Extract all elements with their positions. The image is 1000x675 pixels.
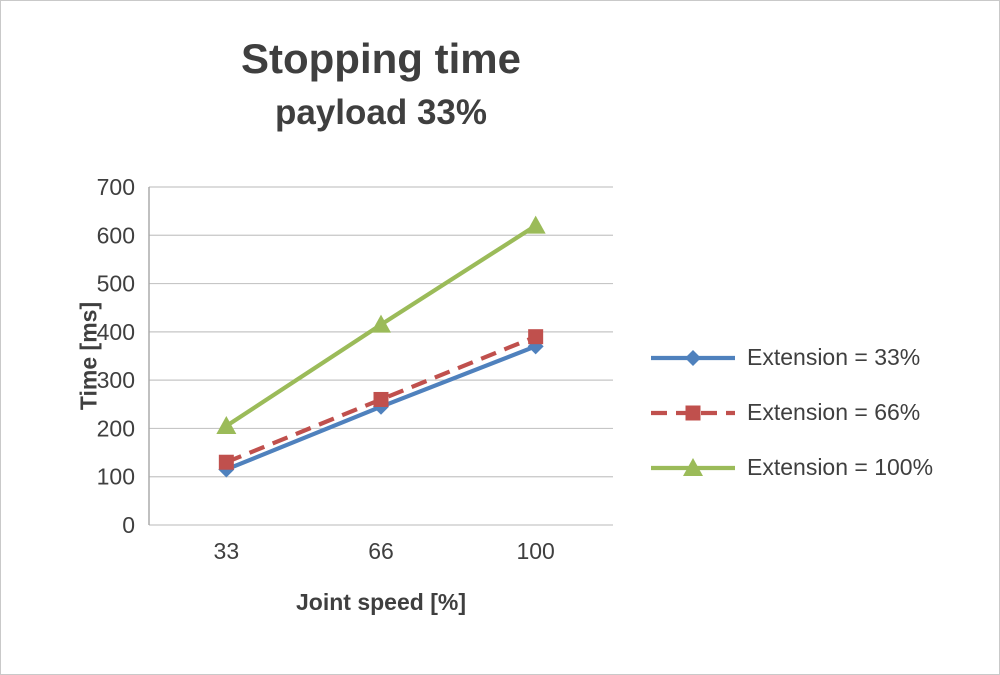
chart-subtitle: payload 33% [274, 93, 488, 132]
legend-item-2: Extension = 100% [649, 440, 933, 495]
square-marker [373, 391, 389, 407]
legend-item-0: Extension = 33% [649, 330, 933, 385]
legend-label: Extension = 66% [747, 399, 921, 425]
chart-title: Stopping time [241, 35, 521, 82]
square-marker [685, 405, 701, 420]
x-axis-title: Joint speed [%] [296, 589, 466, 615]
triangle-marker [371, 314, 391, 333]
y-tick-label: 600 [97, 222, 135, 248]
series-line-1 [225, 334, 537, 465]
y-tick-label: 0 [122, 512, 135, 538]
triangle-marker [525, 215, 546, 234]
legend-label: Extension = 33% [747, 344, 921, 370]
x-tick-label: 100 [516, 538, 554, 564]
x-tick-label: 66 [368, 538, 394, 564]
y-axis-title: Time [ms] [75, 301, 102, 411]
diamond-marker [685, 349, 701, 366]
y-tick-label: 200 [97, 415, 135, 441]
legend: Extension = 33% Extension = 66% Extension … [649, 330, 933, 495]
y-tick-label: 100 [97, 464, 135, 490]
x-tick-label: 33 [214, 538, 240, 564]
legend-item-1: Extension = 66% [649, 385, 933, 440]
y-tick-label: 700 [97, 174, 135, 200]
legend-label: Extension = 100% [747, 454, 934, 480]
legend-sample-diamond [651, 349, 735, 366]
y-tick-label: 500 [97, 271, 135, 297]
square-marker [218, 454, 234, 470]
square-marker [528, 329, 544, 345]
legend-sample-triangle [651, 457, 735, 476]
legend-sample-square [651, 405, 735, 420]
triangle-marker [683, 457, 703, 476]
y-tick-label: 300 [97, 367, 135, 393]
triangle-marker [216, 416, 237, 435]
y-tick-label: 400 [97, 319, 135, 345]
